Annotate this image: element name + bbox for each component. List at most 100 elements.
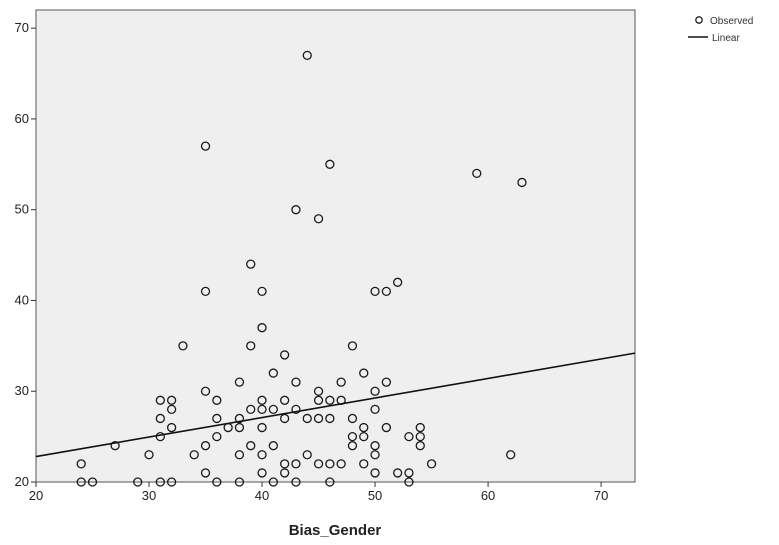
data-point bbox=[257, 395, 267, 405]
data-point bbox=[313, 413, 324, 424]
data-point bbox=[291, 477, 301, 487]
data-point bbox=[370, 441, 380, 451]
data-point bbox=[212, 395, 222, 405]
data-point bbox=[359, 368, 369, 378]
x-tick-label: 30 bbox=[142, 488, 156, 503]
data-point bbox=[200, 386, 211, 396]
data-point bbox=[234, 422, 245, 433]
data-point bbox=[234, 450, 245, 460]
data-point bbox=[381, 377, 392, 387]
data-point bbox=[347, 431, 358, 442]
data-point bbox=[472, 168, 482, 179]
data-point bbox=[291, 404, 301, 415]
x-axis: 20 30 40 50 60 70 bbox=[29, 482, 608, 503]
data-point bbox=[234, 413, 245, 424]
data-point bbox=[257, 450, 267, 460]
data-point bbox=[370, 450, 380, 460]
data-point bbox=[166, 404, 177, 415]
x-tick-label: 60 bbox=[481, 488, 495, 503]
data-point bbox=[506, 450, 516, 460]
data-point bbox=[291, 205, 301, 215]
x-tick-label: 50 bbox=[368, 488, 382, 503]
data-point bbox=[404, 468, 414, 478]
data-point bbox=[291, 377, 301, 387]
data-point bbox=[370, 286, 380, 297]
data-point bbox=[302, 450, 312, 460]
y-tick-label: 30 bbox=[15, 383, 29, 398]
data-points bbox=[76, 50, 527, 487]
data-point bbox=[268, 404, 278, 415]
data-point bbox=[200, 441, 211, 451]
data-point bbox=[291, 459, 301, 469]
data-point bbox=[155, 477, 165, 487]
data-point bbox=[325, 413, 335, 424]
data-point bbox=[313, 214, 324, 224]
y-axis: 20 30 40 50 60 70 bbox=[15, 20, 36, 489]
data-point bbox=[144, 450, 154, 460]
data-point bbox=[155, 431, 165, 442]
x-tick-label: 70 bbox=[594, 488, 608, 503]
data-point bbox=[325, 459, 335, 469]
legend: Observed Linear bbox=[688, 16, 753, 44]
data-point bbox=[166, 395, 177, 405]
data-point bbox=[279, 395, 290, 405]
data-point bbox=[246, 404, 256, 415]
data-point bbox=[268, 368, 278, 378]
data-point bbox=[381, 286, 392, 297]
data-point bbox=[76, 459, 86, 469]
data-point bbox=[166, 477, 177, 487]
data-point bbox=[279, 459, 290, 469]
data-point bbox=[155, 413, 165, 424]
data-point bbox=[302, 50, 312, 61]
legend-observed-label: Observed bbox=[710, 16, 753, 27]
data-point bbox=[313, 395, 324, 405]
linear-fit-line bbox=[35, 352, 636, 458]
data-point bbox=[517, 177, 527, 188]
data-point bbox=[426, 459, 437, 469]
data-point bbox=[110, 441, 120, 451]
y-tick-label: 60 bbox=[15, 111, 29, 126]
data-point bbox=[279, 350, 290, 360]
data-point bbox=[246, 259, 256, 269]
data-point bbox=[189, 450, 199, 460]
legend-observed-marker bbox=[695, 16, 703, 24]
data-point bbox=[178, 341, 188, 351]
data-point bbox=[246, 441, 256, 451]
y-tick-label: 40 bbox=[15, 292, 29, 307]
data-point bbox=[212, 431, 222, 442]
data-point bbox=[200, 286, 211, 297]
data-point bbox=[246, 341, 256, 351]
x-tick-label: 40 bbox=[255, 488, 269, 503]
data-point bbox=[325, 159, 335, 169]
data-point bbox=[155, 395, 165, 405]
y-tick-label: 50 bbox=[15, 202, 29, 217]
data-point bbox=[359, 431, 369, 442]
data-point bbox=[336, 459, 346, 469]
data-point bbox=[359, 422, 369, 433]
data-point bbox=[257, 286, 267, 297]
data-point bbox=[257, 404, 267, 415]
data-point bbox=[359, 459, 369, 469]
data-point bbox=[415, 441, 425, 451]
data-point bbox=[347, 413, 358, 424]
data-point bbox=[313, 386, 324, 396]
data-point bbox=[166, 422, 177, 433]
data-point bbox=[234, 477, 245, 487]
data-point bbox=[234, 377, 245, 387]
data-point bbox=[404, 431, 414, 442]
data-point bbox=[381, 422, 392, 433]
data-point bbox=[76, 477, 86, 487]
data-point bbox=[336, 377, 346, 387]
data-point bbox=[200, 141, 211, 151]
data-point bbox=[393, 277, 403, 287]
data-point bbox=[347, 341, 358, 351]
data-point bbox=[212, 413, 222, 424]
plot-area bbox=[35, 9, 636, 483]
x-axis-title: Bias_Gender bbox=[289, 522, 382, 539]
data-point bbox=[200, 468, 211, 478]
data-point bbox=[313, 459, 324, 469]
data-point bbox=[133, 477, 143, 487]
data-point bbox=[325, 477, 335, 487]
data-point bbox=[393, 468, 403, 478]
